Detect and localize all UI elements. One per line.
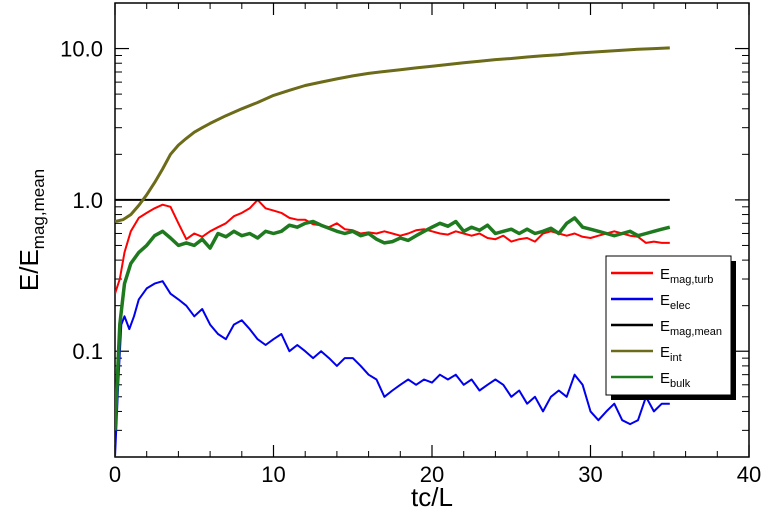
- series-line-bulk: [115, 216, 671, 431]
- y-tick-label: 1.0: [72, 188, 103, 213]
- legend-label-sub: mag,turb: [670, 274, 713, 286]
- legend-label-sub: bulk: [670, 378, 691, 390]
- x-tick-label: 0: [109, 462, 121, 487]
- series-line-mag-turb: [115, 198, 670, 295]
- series-line-elec: [115, 280, 670, 457]
- legend-label: Eint: [660, 344, 682, 364]
- legend-label-sub: elec: [670, 300, 691, 312]
- x-tick-label: 10: [261, 462, 285, 487]
- legend-label: Emag,turb: [660, 266, 713, 286]
- legend-label-main: E: [660, 266, 670, 283]
- x-tick-label: 20: [420, 462, 444, 487]
- y-tick-label: 0.1: [72, 339, 103, 364]
- legend-label: Emag,mean: [660, 318, 722, 338]
- legend-label-main: E: [660, 318, 670, 335]
- x-axis-title: tc/L: [411, 482, 453, 512]
- series-layer: [115, 46, 671, 457]
- x-tick-label: 40: [737, 462, 761, 487]
- legend-label: Eelec: [660, 292, 691, 312]
- legend-label-sub: mag,mean: [670, 326, 722, 338]
- legend-label-main: E: [660, 292, 670, 309]
- y-axis-title-sub: mag,mean: [29, 169, 48, 249]
- x-tick-label: 30: [578, 462, 602, 487]
- legend-label-main: E: [660, 344, 670, 361]
- legend-label: Ebulk: [660, 370, 691, 390]
- y-axis-title: E/Emag,mean: [14, 169, 48, 291]
- legend-label-main: E: [660, 370, 670, 387]
- y-tick-label: 10.0: [60, 37, 103, 62]
- legend-label-sub: int: [670, 352, 682, 364]
- series-line-int: [115, 46, 670, 223]
- y-axis-title-main: E/E: [14, 249, 44, 291]
- tick-labels: 0 10 20 30 40 0.1 1.0 10.0: [60, 37, 761, 487]
